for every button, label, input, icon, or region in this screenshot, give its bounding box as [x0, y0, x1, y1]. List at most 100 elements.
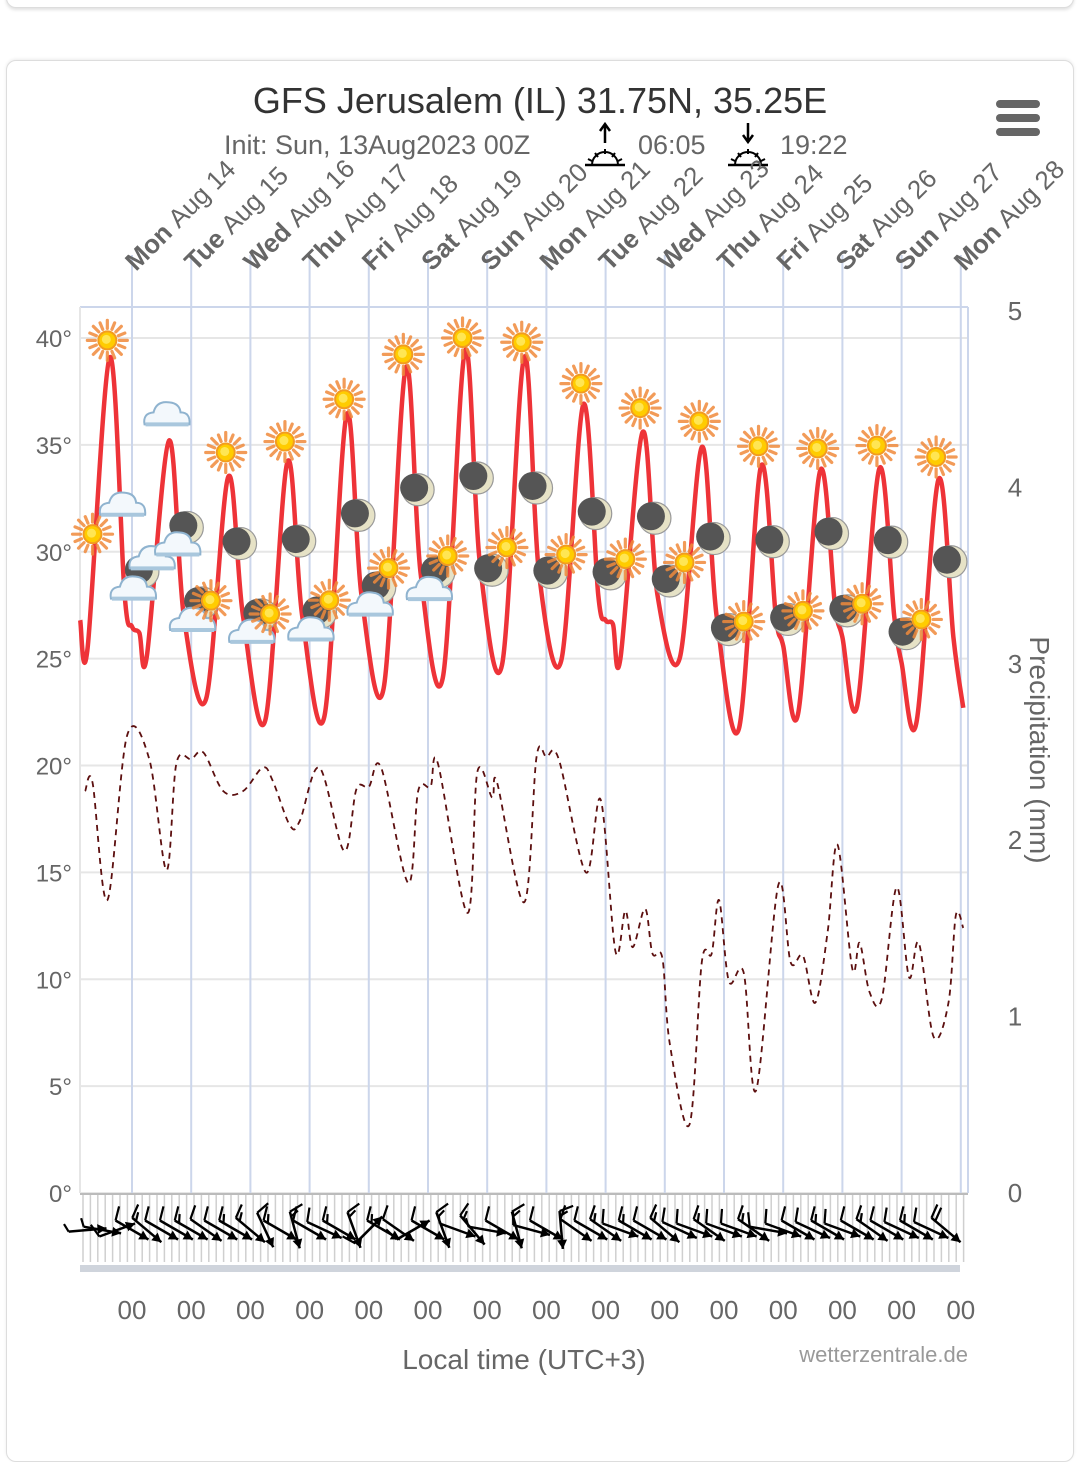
wind-barb-feather	[914, 1208, 916, 1222]
sun-icon	[783, 591, 823, 631]
x-tick-label: 00	[532, 1295, 561, 1325]
sun-icon	[916, 437, 956, 477]
x-tick-label: 00	[236, 1295, 265, 1325]
wind-barb-feather	[884, 1208, 886, 1222]
wind-barb-feather	[175, 1206, 179, 1220]
sun-icon	[369, 548, 409, 588]
x-tick-label: 00	[118, 1295, 147, 1325]
y-tick-label: 10°	[36, 967, 72, 994]
wind-barb-feather	[223, 1214, 224, 1223]
moon-icon	[696, 523, 730, 555]
x-tick-label: 00	[828, 1295, 857, 1325]
x-tick-label: 00	[414, 1295, 443, 1325]
sun-icon	[620, 388, 660, 428]
x-tick-label: 00	[177, 1295, 206, 1325]
wind-barb-feather	[179, 1214, 180, 1223]
sun-icon	[502, 322, 542, 362]
sun-icon	[901, 599, 941, 639]
sun-icon	[842, 584, 882, 624]
wind-barb-feather	[327, 1214, 328, 1223]
y-right-tick-label: 5	[1008, 296, 1022, 326]
x-axis-title: Local time (UTC+3)	[402, 1344, 646, 1375]
time-scrollbar[interactable]	[80, 1265, 960, 1272]
y-tick-label: 15°	[36, 860, 72, 887]
sun-icon	[739, 426, 779, 466]
wind-barb-feather	[870, 1206, 874, 1220]
wind-barb-feather	[64, 1224, 69, 1232]
cloud-icon	[144, 402, 189, 424]
moon-icon	[519, 472, 553, 504]
chart-title: GFS Jerusalem (IL) 31.75N, 35.25E	[253, 80, 827, 121]
y-axis-right-title: Precipitation (mm)	[1024, 636, 1055, 863]
y-right-tick-label: 1	[1008, 1002, 1022, 1032]
wind-barb-feather	[825, 1209, 826, 1224]
wind-barb-feather	[367, 1206, 371, 1220]
sun-icon	[546, 535, 586, 575]
wind-barb-feather	[677, 1209, 678, 1224]
sunrise-time: 06:05	[638, 130, 706, 160]
wind-barb-feather	[742, 1213, 743, 1222]
moon-icon	[637, 502, 671, 534]
wind-barb-feather	[307, 1208, 309, 1222]
sun-icon	[383, 334, 423, 374]
y-tick-label: 35°	[36, 433, 72, 460]
wind-barb-feather	[264, 1206, 268, 1220]
moon-icon	[755, 526, 789, 558]
meteogram-chart: GFS Jerusalem (IL) 31.75N, 35.25E Init: …	[0, 0, 1080, 1430]
sun-icon	[309, 580, 349, 620]
sun-icon	[87, 320, 127, 360]
x-tick-label: 00	[591, 1295, 620, 1325]
wind-barb-feather	[662, 1208, 664, 1222]
wind-barb-feather	[721, 1209, 722, 1224]
y-axis-left: 0°5°10°15°20°25°30°35°40°	[36, 326, 72, 1208]
x-tick-label: 00	[769, 1295, 798, 1325]
wind-barb	[343, 1217, 383, 1244]
wind-barb-feather	[530, 1206, 534, 1220]
sun-icon	[428, 536, 468, 576]
sun-icon	[724, 602, 764, 642]
moon-icon	[815, 518, 849, 550]
wind-barb-feather	[841, 1206, 845, 1220]
wind-barb-feather	[412, 1206, 416, 1220]
y-right-tick-label: 3	[1008, 649, 1022, 679]
wind-barb-feather	[486, 1206, 490, 1220]
y-right-tick-label: 2	[1008, 825, 1022, 855]
moon-icon	[223, 528, 257, 560]
credit-link[interactable]: wetterzentrale.de	[798, 1342, 968, 1367]
day-lines	[132, 255, 961, 1193]
sun-icon	[798, 428, 838, 468]
wind-barb-feather	[371, 1214, 372, 1223]
wind-barb-feather	[145, 1206, 149, 1220]
wind-barb-feather	[634, 1206, 638, 1220]
sun-icon	[250, 594, 290, 634]
sun-icon	[324, 379, 364, 419]
wind-barb-feather	[900, 1206, 904, 1220]
wind-barb-feather	[619, 1206, 623, 1220]
wind-barb-feather	[796, 1208, 798, 1222]
wind-barb-feather	[603, 1209, 604, 1224]
cloud-icon	[100, 493, 145, 515]
x-tick-label: 00	[946, 1295, 975, 1325]
wind-barb-feather	[698, 1213, 699, 1222]
wind-barb-feather	[811, 1206, 815, 1220]
sun-icon	[561, 364, 601, 404]
wind-barb-feather	[574, 1206, 578, 1220]
moon-icon	[459, 462, 493, 494]
wind-barb-feather	[594, 1213, 595, 1222]
y-right-tick-label: 4	[1008, 472, 1022, 502]
sunrise-icon	[585, 124, 625, 165]
wind-barb-feather	[116, 1206, 120, 1220]
moon-icon	[341, 499, 375, 531]
init-time: Init: Sun, 13Aug2023 00Z	[224, 130, 530, 160]
hamburger-menu-icon[interactable]	[996, 100, 1040, 136]
sun-icon	[487, 527, 527, 567]
wind-barb-feather	[160, 1206, 164, 1220]
moon-icon	[874, 526, 908, 558]
y-right-tick-label: 0	[1008, 1178, 1022, 1208]
x-tick-label: 00	[354, 1295, 383, 1325]
x-tick-label: 00	[710, 1295, 739, 1325]
y-tick-label: 25°	[36, 647, 72, 674]
wind-barb-feather	[240, 1212, 242, 1221]
